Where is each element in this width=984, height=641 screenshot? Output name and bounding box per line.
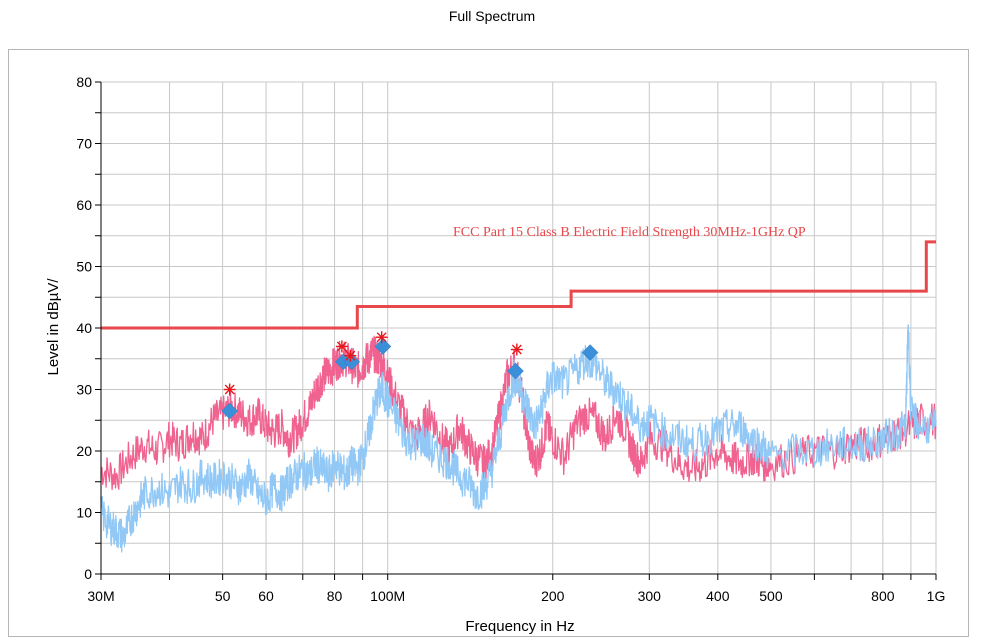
y-tick-label: 20 <box>76 443 92 459</box>
quasi-peak-diamond <box>507 362 524 380</box>
y-tick-label: 80 <box>76 74 92 90</box>
x-tick-label: 800 <box>871 588 895 604</box>
peak-star-marker <box>335 340 348 353</box>
series-layer <box>100 324 937 553</box>
x-tick-label: 400 <box>706 588 730 604</box>
x-tick-label: 500 <box>759 588 783 604</box>
x-tick-label: 60 <box>258 588 274 604</box>
peak-star-stroke <box>224 384 235 395</box>
y-tick-label: 30 <box>76 382 92 398</box>
x-tick-label: 50 <box>215 588 231 604</box>
x-tick-label: 30M <box>87 588 114 604</box>
grid <box>100 81 937 575</box>
y-tick-label: 50 <box>76 259 92 275</box>
y-tick-label: 60 <box>76 197 92 213</box>
limit-line-label: FCC Part 15 Class B Electric Field Stren… <box>453 225 806 240</box>
quasi-peak-diamond <box>374 338 392 355</box>
limit-line <box>101 240 936 330</box>
axes: 0 10 20 30 40 50 60 70 80 30M 50 60 80 100M 200 300 400 5… <box>76 74 945 604</box>
marker-layer <box>221 331 599 420</box>
spectrum-series-1 <box>100 335 937 491</box>
x-axis-label: Frequency in Hz <box>465 618 574 635</box>
chart-title: Full Spectrum <box>448 8 536 24</box>
peak-star-marker <box>375 331 388 344</box>
x-tick-label: 200 <box>541 588 565 604</box>
chart-frame <box>8 49 969 637</box>
peak-star-marker <box>344 349 357 362</box>
y-tick-label: 70 <box>76 136 92 152</box>
x-tick-label: 100M <box>370 588 405 604</box>
quasi-peak-diamond <box>581 344 599 361</box>
peak-star-marker <box>223 383 236 396</box>
peak-star-stroke <box>336 341 347 352</box>
peak-star-stroke <box>376 332 387 343</box>
y-axis-label: Level in dBµV/ <box>45 278 62 376</box>
quasi-peak-diamond <box>221 402 239 420</box>
x-tick-label: 1G <box>927 588 946 604</box>
peak-star-stroke <box>511 344 522 355</box>
y-tick-label: 40 <box>76 320 92 336</box>
spectrum-series-2 <box>100 324 937 553</box>
limit-layer <box>101 240 936 330</box>
x-tick-label: 80 <box>327 588 343 604</box>
peak-star-stroke <box>345 350 356 361</box>
x-tick-label: 300 <box>638 588 662 604</box>
peak-star-marker <box>510 343 523 356</box>
y-tick-label: 10 <box>76 505 92 521</box>
y-tick-label: 0 <box>84 566 92 582</box>
